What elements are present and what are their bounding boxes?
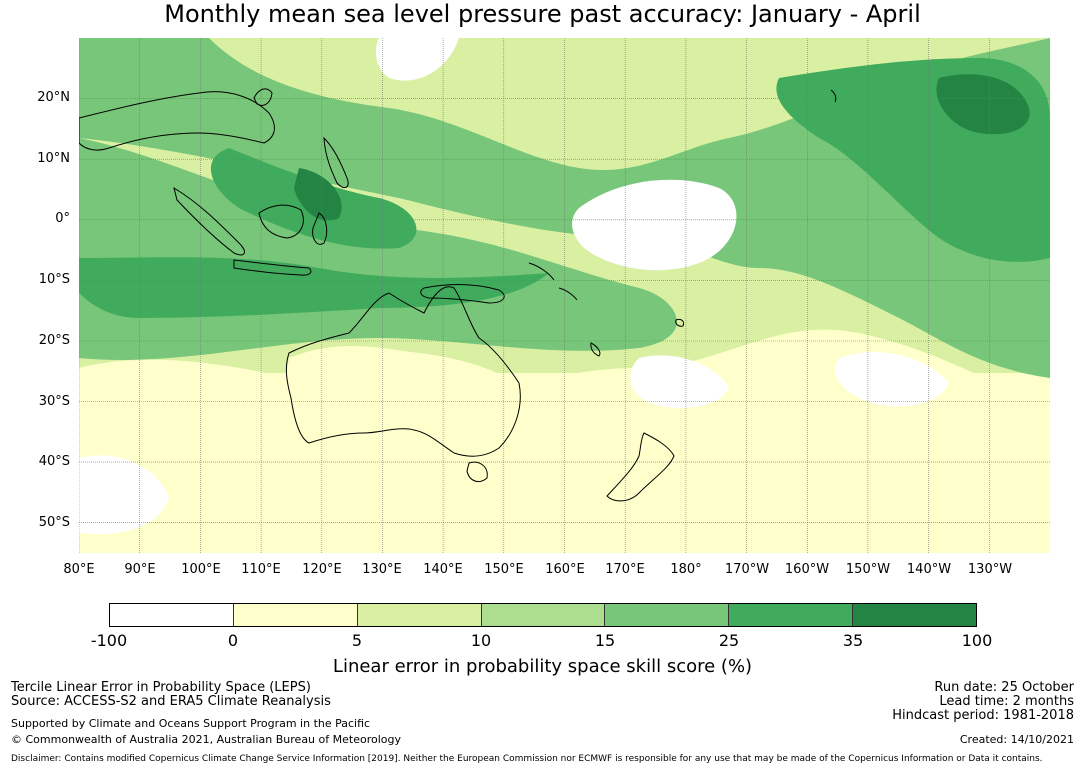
north-pacific-peak-region xyxy=(936,74,1030,135)
map-canvas xyxy=(78,38,1050,553)
lon-label-130w: 130°W xyxy=(967,562,1013,577)
lat-label-10n: 10°N xyxy=(37,151,70,166)
footer-created: Created: 14/10/2021 xyxy=(959,733,1074,746)
colorbar-label: Linear error in probability space skill … xyxy=(332,656,753,677)
colorbar-segment-10-15 xyxy=(481,604,606,626)
australia-low-skill-region xyxy=(284,346,529,461)
java-coastline xyxy=(233,259,312,276)
footer-run-date: Run date: 25 October xyxy=(934,680,1074,695)
philippines-coastline xyxy=(323,136,349,189)
skill-score-map xyxy=(78,38,1050,553)
new-caledonia-coastline xyxy=(590,342,601,357)
lon-label-170w: 170°W xyxy=(724,562,770,577)
footer-copyright: © Commonwealth of Australia 2021, Austra… xyxy=(11,733,401,746)
south-china-sea-no-skill-region xyxy=(376,38,459,81)
colorbar-tick-25: 25 xyxy=(718,631,740,650)
colorbar-segment-5-10 xyxy=(357,604,482,626)
colorbar-tick-neg100: -100 xyxy=(90,631,128,650)
solomon-islands-coastline xyxy=(528,262,578,301)
colorbar xyxy=(109,603,977,627)
lat-label-10s: 10°S xyxy=(38,272,70,287)
hainan-coastline xyxy=(253,88,273,106)
lon-label-120e: 120°E xyxy=(302,562,342,577)
colorbar-tick-10: 10 xyxy=(470,631,492,650)
australia-coastline xyxy=(285,286,521,457)
tasmania-coastline xyxy=(466,461,488,482)
lon-label-130e: 130°E xyxy=(362,562,402,577)
new-guinea-coastline xyxy=(420,283,505,304)
colorbar-tick-100: 100 xyxy=(961,631,993,650)
southeast-pacific-no-skill-region xyxy=(835,352,949,407)
colorbar-segment-25-35 xyxy=(729,604,854,626)
lat-label-40s: 40°S xyxy=(38,454,70,469)
footer-method: Tercile Linear Error in Probability Spac… xyxy=(11,680,311,695)
lon-label-160e: 160°E xyxy=(545,562,585,577)
southeast-asia-coastline xyxy=(78,91,275,151)
maritime-continent-region xyxy=(79,257,549,318)
lat-label-20n: 20°N xyxy=(37,90,70,105)
lon-label-140e: 140°E xyxy=(423,562,463,577)
coastlines xyxy=(78,88,837,502)
south-pacific-no-skill-region xyxy=(630,355,729,408)
colorbar-segment-15-25 xyxy=(605,604,730,626)
colorbar-tick-15: 15 xyxy=(594,631,616,650)
footer-disclaimer: Disclaimer: Contains modified Copernicus… xyxy=(11,754,1043,764)
footer-source: Source: ACCESS-S2 and ERA5 Climate Reana… xyxy=(11,694,331,709)
lon-label-100e: 100°E xyxy=(181,562,221,577)
lon-label-160w: 160°W xyxy=(784,562,830,577)
lon-label-80e: 80°E xyxy=(63,562,95,577)
map-title: Monthly mean sea level pressure past acc… xyxy=(164,0,921,28)
colorbar-segment-35-100 xyxy=(853,604,977,626)
lon-label-90e: 90°E xyxy=(124,562,156,577)
fiji-coastline xyxy=(675,318,684,327)
footer-hindcast: Hindcast period: 1981-2018 xyxy=(892,708,1074,723)
footer-support: Supported by Climate and Oceans Support … xyxy=(11,717,371,730)
lat-label-50s: 50°S xyxy=(38,515,70,530)
lon-label-140w: 140°W xyxy=(906,562,952,577)
lon-label-170e: 170°E xyxy=(605,562,645,577)
colorbar-tick-35: 35 xyxy=(842,631,864,650)
colorbar-segment-neg100-0 xyxy=(110,604,234,626)
indian-ocean-no-skill-region xyxy=(79,455,169,535)
lon-label-110e: 110°E xyxy=(241,562,281,577)
footer-lead-time: Lead time: 2 months xyxy=(939,694,1074,709)
colorbar-tick-0: 0 xyxy=(227,631,239,650)
new-zealand-coastline xyxy=(606,432,675,502)
borneo-coastline xyxy=(258,204,304,239)
lon-label-180: 180° xyxy=(670,562,702,577)
hawaii-coastline xyxy=(830,89,837,103)
sumatra-coastline xyxy=(173,186,245,256)
lat-label-20s: 20°S xyxy=(38,333,70,348)
lat-label-30s: 30°S xyxy=(38,394,70,409)
sulawesi-coastline xyxy=(312,212,328,245)
indonesia-peak-region xyxy=(294,168,342,221)
equatorial-pacific-no-skill-region xyxy=(572,179,737,271)
lon-label-150w: 150°W xyxy=(845,562,891,577)
colorbar-tick-5: 5 xyxy=(351,631,363,650)
lat-label-0: 0° xyxy=(55,211,70,226)
lon-label-150e: 150°E xyxy=(484,562,524,577)
colorbar-segment-0-5 xyxy=(233,604,358,626)
